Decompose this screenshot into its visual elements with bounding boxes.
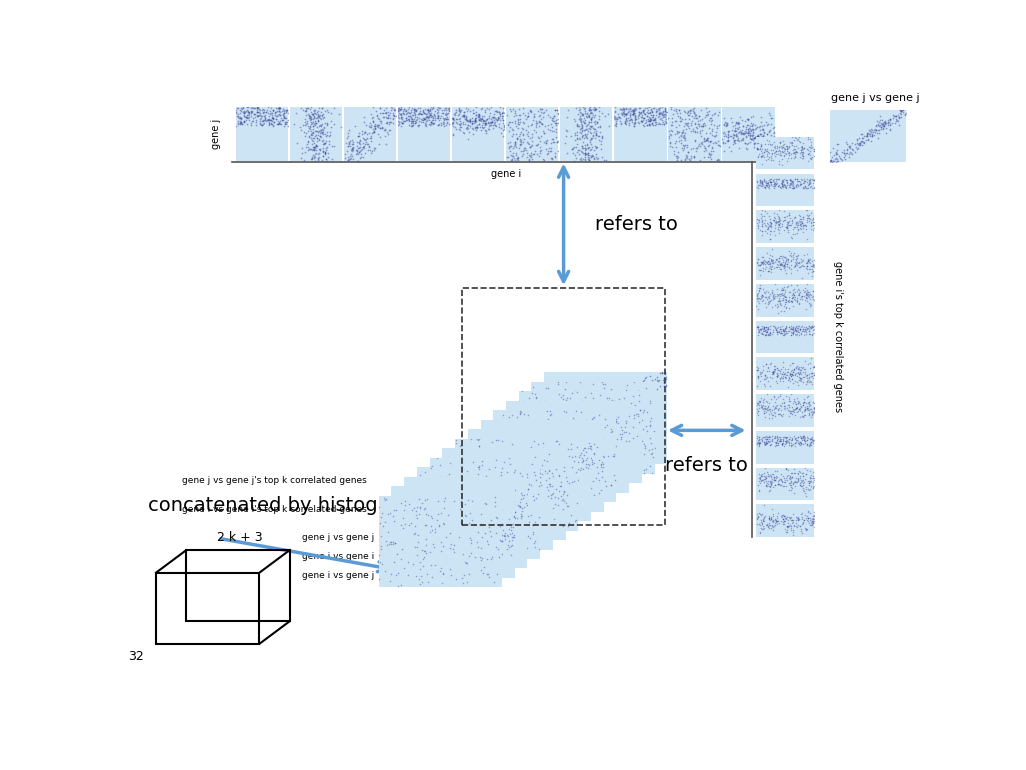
Text: gene j vs gene j: gene j vs gene j <box>303 533 374 542</box>
Text: refers to: refers to <box>665 457 748 475</box>
Text: gene i vs gene i: gene i vs gene i <box>303 552 374 561</box>
Text: gene i vs gene j: gene i vs gene j <box>303 571 374 580</box>
Text: gene i's top k correlated genes: gene i's top k correlated genes <box>833 261 843 413</box>
Text: refers to: refers to <box>595 215 678 234</box>
Text: 32: 32 <box>128 650 144 663</box>
Text: 2 k + 3: 2 k + 3 <box>218 531 263 544</box>
Text: gene j: gene j <box>210 119 221 149</box>
Text: gene i: gene i <box>490 169 521 179</box>
Text: gene j vs gene j's top k correlated genes: gene j vs gene j's top k correlated gene… <box>182 477 366 485</box>
Text: gene j vs gene j: gene j vs gene j <box>831 93 920 103</box>
Text: gene i vs gene i's top k correlated genes: gene i vs gene i's top k correlated gene… <box>182 504 366 514</box>
Text: concatenated by histograms: concatenated by histograms <box>148 496 427 514</box>
